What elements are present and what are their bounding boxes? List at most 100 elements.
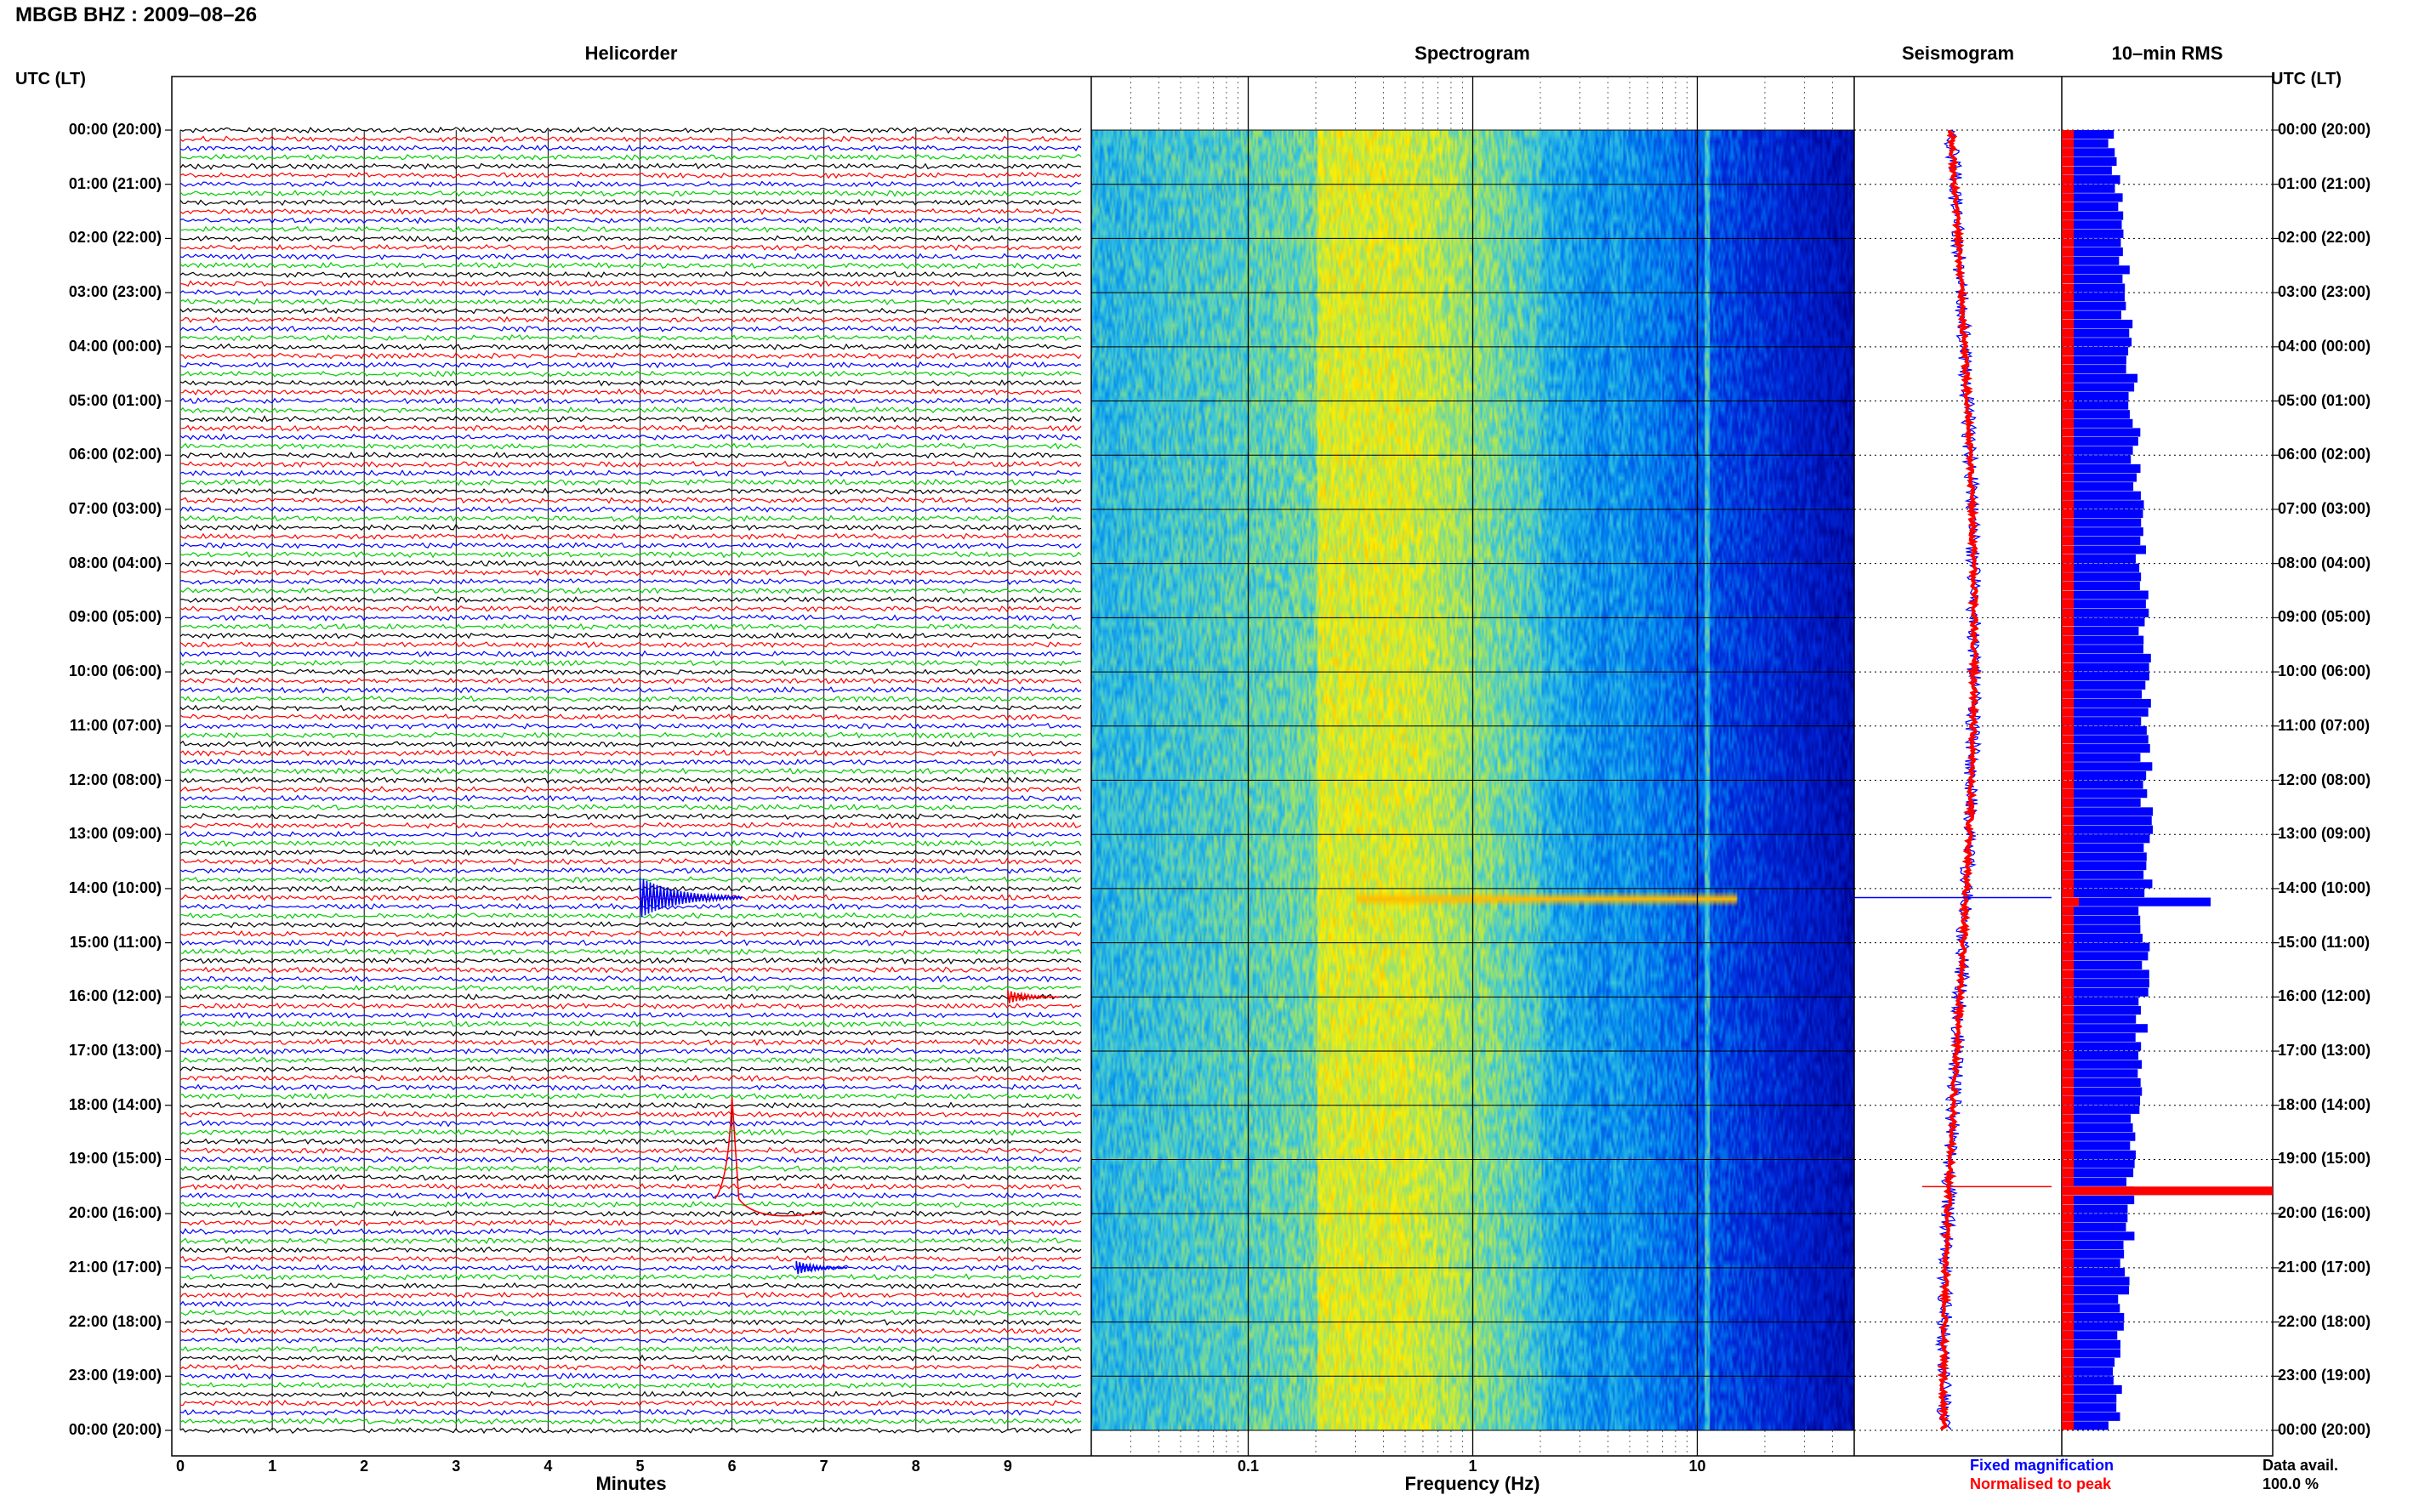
rms-bar-fixed (2062, 1349, 2120, 1358)
rms-bar-fixed (2062, 1051, 2139, 1060)
rms-bar-fixed (2062, 979, 2149, 988)
rms-bar-fixed (2062, 130, 2114, 139)
rms-bar-normalised (2062, 698, 2074, 708)
rms-bar-fixed (2062, 310, 2122, 320)
rms-bar-normalised (2062, 1286, 2074, 1295)
rms-bar-fixed (2062, 744, 2150, 753)
rms-bar-normalised (2062, 744, 2074, 753)
rms-bar-normalised (2062, 825, 2074, 834)
rms-bar-normalised (2062, 1087, 2074, 1096)
rms-bar-fixed (2062, 166, 2112, 175)
helicorder-trace (179, 605, 1082, 613)
helicorder-trace (179, 614, 1082, 622)
rms-bar-fixed (2062, 202, 2119, 212)
minute-tick-label: 8 (911, 1458, 920, 1475)
rms-bar-normalised (2062, 554, 2074, 564)
rms-bar-normalised (2062, 473, 2074, 482)
rms-bar-normalised (2062, 175, 2074, 185)
rms-bar-fixed (2062, 527, 2143, 537)
right-time-label: 06:00 (02:00) (2278, 446, 2371, 463)
right-time-label: 04:00 (00:00) (2278, 337, 2371, 355)
rms-bar-normalised (2062, 960, 2074, 969)
rms-bar-normalised (2062, 1222, 2074, 1231)
rms-bar-fixed (2062, 1168, 2134, 1178)
helicorder-trace (179, 1236, 1081, 1245)
rms-bar-normalised (2062, 708, 2074, 717)
rms-bar-normalised (2062, 1421, 2074, 1430)
helicorder-trace (179, 884, 1082, 892)
helicorder-trace (179, 577, 1082, 586)
helicorder-trace (179, 424, 1082, 432)
helicorder-trace (179, 794, 1082, 803)
rms-bar-normalised (2062, 770, 2074, 780)
helicorder-trace (179, 144, 1082, 152)
rms-bar-fixed (2062, 247, 2123, 257)
right-time-label: 11:00 (07:00) (2278, 716, 2371, 734)
rms-bar-fixed (2062, 590, 2149, 600)
right-time-label: 21:00 (17:00) (2278, 1258, 2371, 1276)
rms-bar-normalised (2062, 1241, 2074, 1250)
left-time-label: 19:00 (15:00) (68, 1150, 162, 1168)
frequency-axis-title: Frequency (Hz) (1404, 1473, 1540, 1494)
rms-bar-normalised (2062, 166, 2074, 175)
helicorder-trace (179, 1128, 1082, 1136)
rms-bar-fixed (2062, 184, 2115, 193)
rms-bar-normalised (2062, 897, 2079, 907)
rms-bar-normalised (2062, 1349, 2074, 1358)
rms-bar-fixed (2062, 383, 2135, 392)
rms-bar-fixed (2062, 762, 2153, 771)
rms-bar-fixed (2062, 987, 2149, 997)
rms-bar-normalised (2062, 274, 2074, 284)
helicorder-trace (179, 523, 1082, 531)
helicorder-trace (179, 542, 1082, 549)
minute-tick-label: 0 (175, 1458, 185, 1475)
rms-bar-fixed (2062, 418, 2133, 428)
rms-bar-normalised (2062, 383, 2074, 392)
helicorder-trace (179, 280, 1082, 287)
left-time-label: 23:00 (19:00) (68, 1367, 162, 1384)
rms-bar-fixed (2062, 293, 2126, 302)
left-time-label: 22:00 (18:00) (68, 1312, 162, 1330)
helicorder-trace (179, 1029, 1082, 1037)
helicorder-trace (179, 1318, 1082, 1326)
right-time-label: 07:00 (03:00) (2278, 499, 2371, 517)
helicorder-trace (179, 388, 1082, 396)
rms-bar-fixed (2062, 482, 2134, 492)
rms-bar-fixed (2062, 915, 2141, 924)
helicorder-event-3 (795, 1260, 848, 1275)
rms-bar-normalised (2062, 1141, 2074, 1151)
rms-bar-normalised (2062, 1231, 2074, 1241)
helicorder-trace (179, 867, 1082, 874)
helicorder-trace (179, 1300, 1082, 1308)
rms-bar-normalised (2062, 437, 2074, 446)
rms-bar-fixed (2062, 1032, 2136, 1042)
rms-bar-fixed (2062, 1222, 2126, 1231)
rms-bar-normalised (2062, 1358, 2074, 1367)
rms-bar-fixed (2062, 1005, 2141, 1015)
helicorder-trace (179, 1327, 1082, 1335)
rms-bar-fixed (2062, 770, 2147, 780)
helicorder-trace (179, 1408, 1082, 1417)
rms-bar-normalised (2062, 1132, 2074, 1141)
helicorder-events (639, 877, 1060, 1275)
rms-bar-normalised (2062, 1259, 2074, 1268)
rms-bar-normalised (2062, 310, 2074, 320)
rms-bar-fixed (2062, 572, 2142, 582)
helicorder-trace (179, 1309, 1082, 1317)
rms-bar-fixed (2062, 346, 2129, 355)
right-axis-header: UTC (LT) (2271, 70, 2342, 88)
rms-bar-fixed (2062, 365, 2126, 374)
rms-bar-normalised (2062, 1304, 2074, 1313)
helicorder-trace (179, 1146, 1082, 1155)
helicorder-trace (179, 1246, 1082, 1253)
helicorder-trace (179, 1291, 1082, 1299)
spectrogram-title: Spectrogram (1414, 43, 1530, 64)
helicorder-trace (179, 370, 1082, 378)
helicorder-trace (179, 505, 1082, 513)
data-avail-label: Data avail. (2262, 1457, 2339, 1474)
rms-bar-fixed (2062, 238, 2121, 247)
rms-bar-normalised (2062, 1267, 2074, 1276)
rms-bar-fixed (2062, 680, 2146, 690)
